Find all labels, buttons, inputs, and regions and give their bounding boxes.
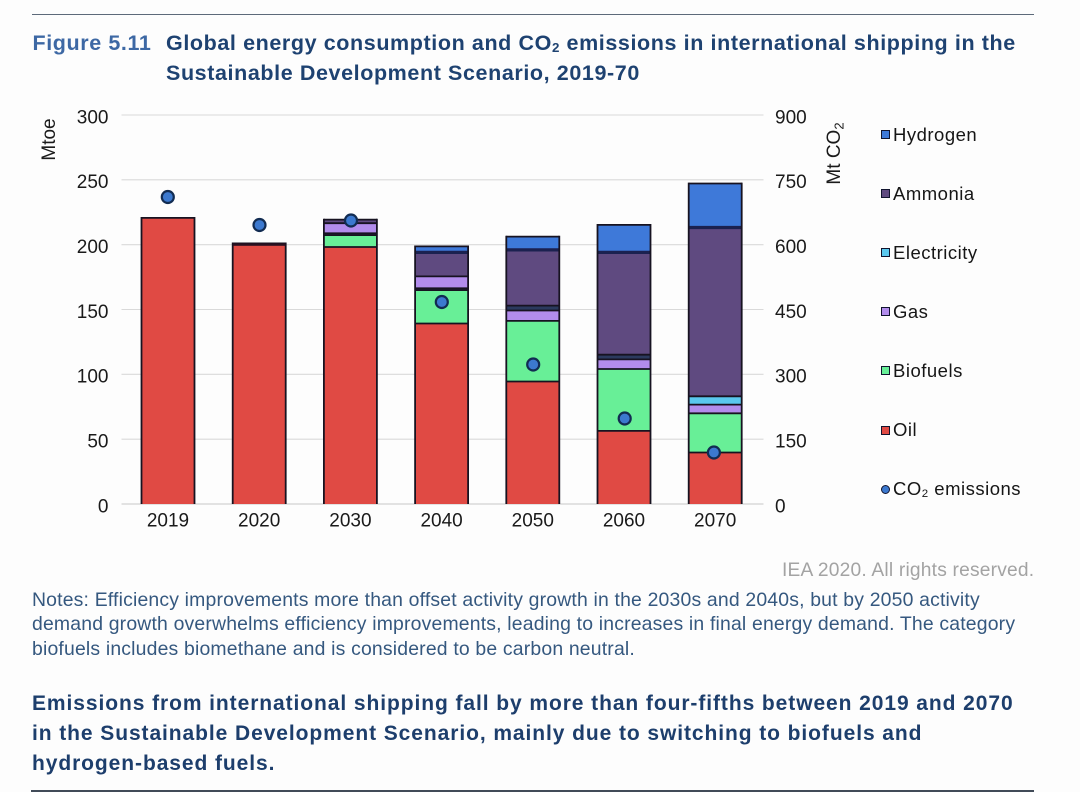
svg-text:2070: 2070 <box>694 511 736 532</box>
svg-text:150: 150 <box>775 432 807 453</box>
svg-text:450: 450 <box>775 302 807 323</box>
svg-text:2030: 2030 <box>329 511 371 532</box>
svg-text:200: 200 <box>77 237 109 258</box>
svg-text:600: 600 <box>775 237 807 258</box>
svg-text:250: 250 <box>77 172 109 193</box>
svg-text:Mtoe: Mtoe <box>39 118 60 160</box>
svg-text:150: 150 <box>77 302 109 323</box>
svg-text:2040: 2040 <box>420 511 462 532</box>
svg-text:0: 0 <box>98 496 109 517</box>
svg-text:0: 0 <box>775 496 786 517</box>
svg-text:100: 100 <box>77 367 109 388</box>
svg-text:900: 900 <box>775 107 807 128</box>
svg-text:2020: 2020 <box>238 511 280 532</box>
svg-text:300: 300 <box>77 107 109 128</box>
svg-text:50: 50 <box>87 432 108 453</box>
svg-text:750: 750 <box>775 172 807 193</box>
svg-text:300: 300 <box>775 367 807 388</box>
svg-text:Mt CO2: Mt CO2 <box>824 122 847 184</box>
svg-text:2060: 2060 <box>603 511 645 532</box>
svg-text:2019: 2019 <box>147 511 189 532</box>
svg-text:2050: 2050 <box>512 511 554 532</box>
